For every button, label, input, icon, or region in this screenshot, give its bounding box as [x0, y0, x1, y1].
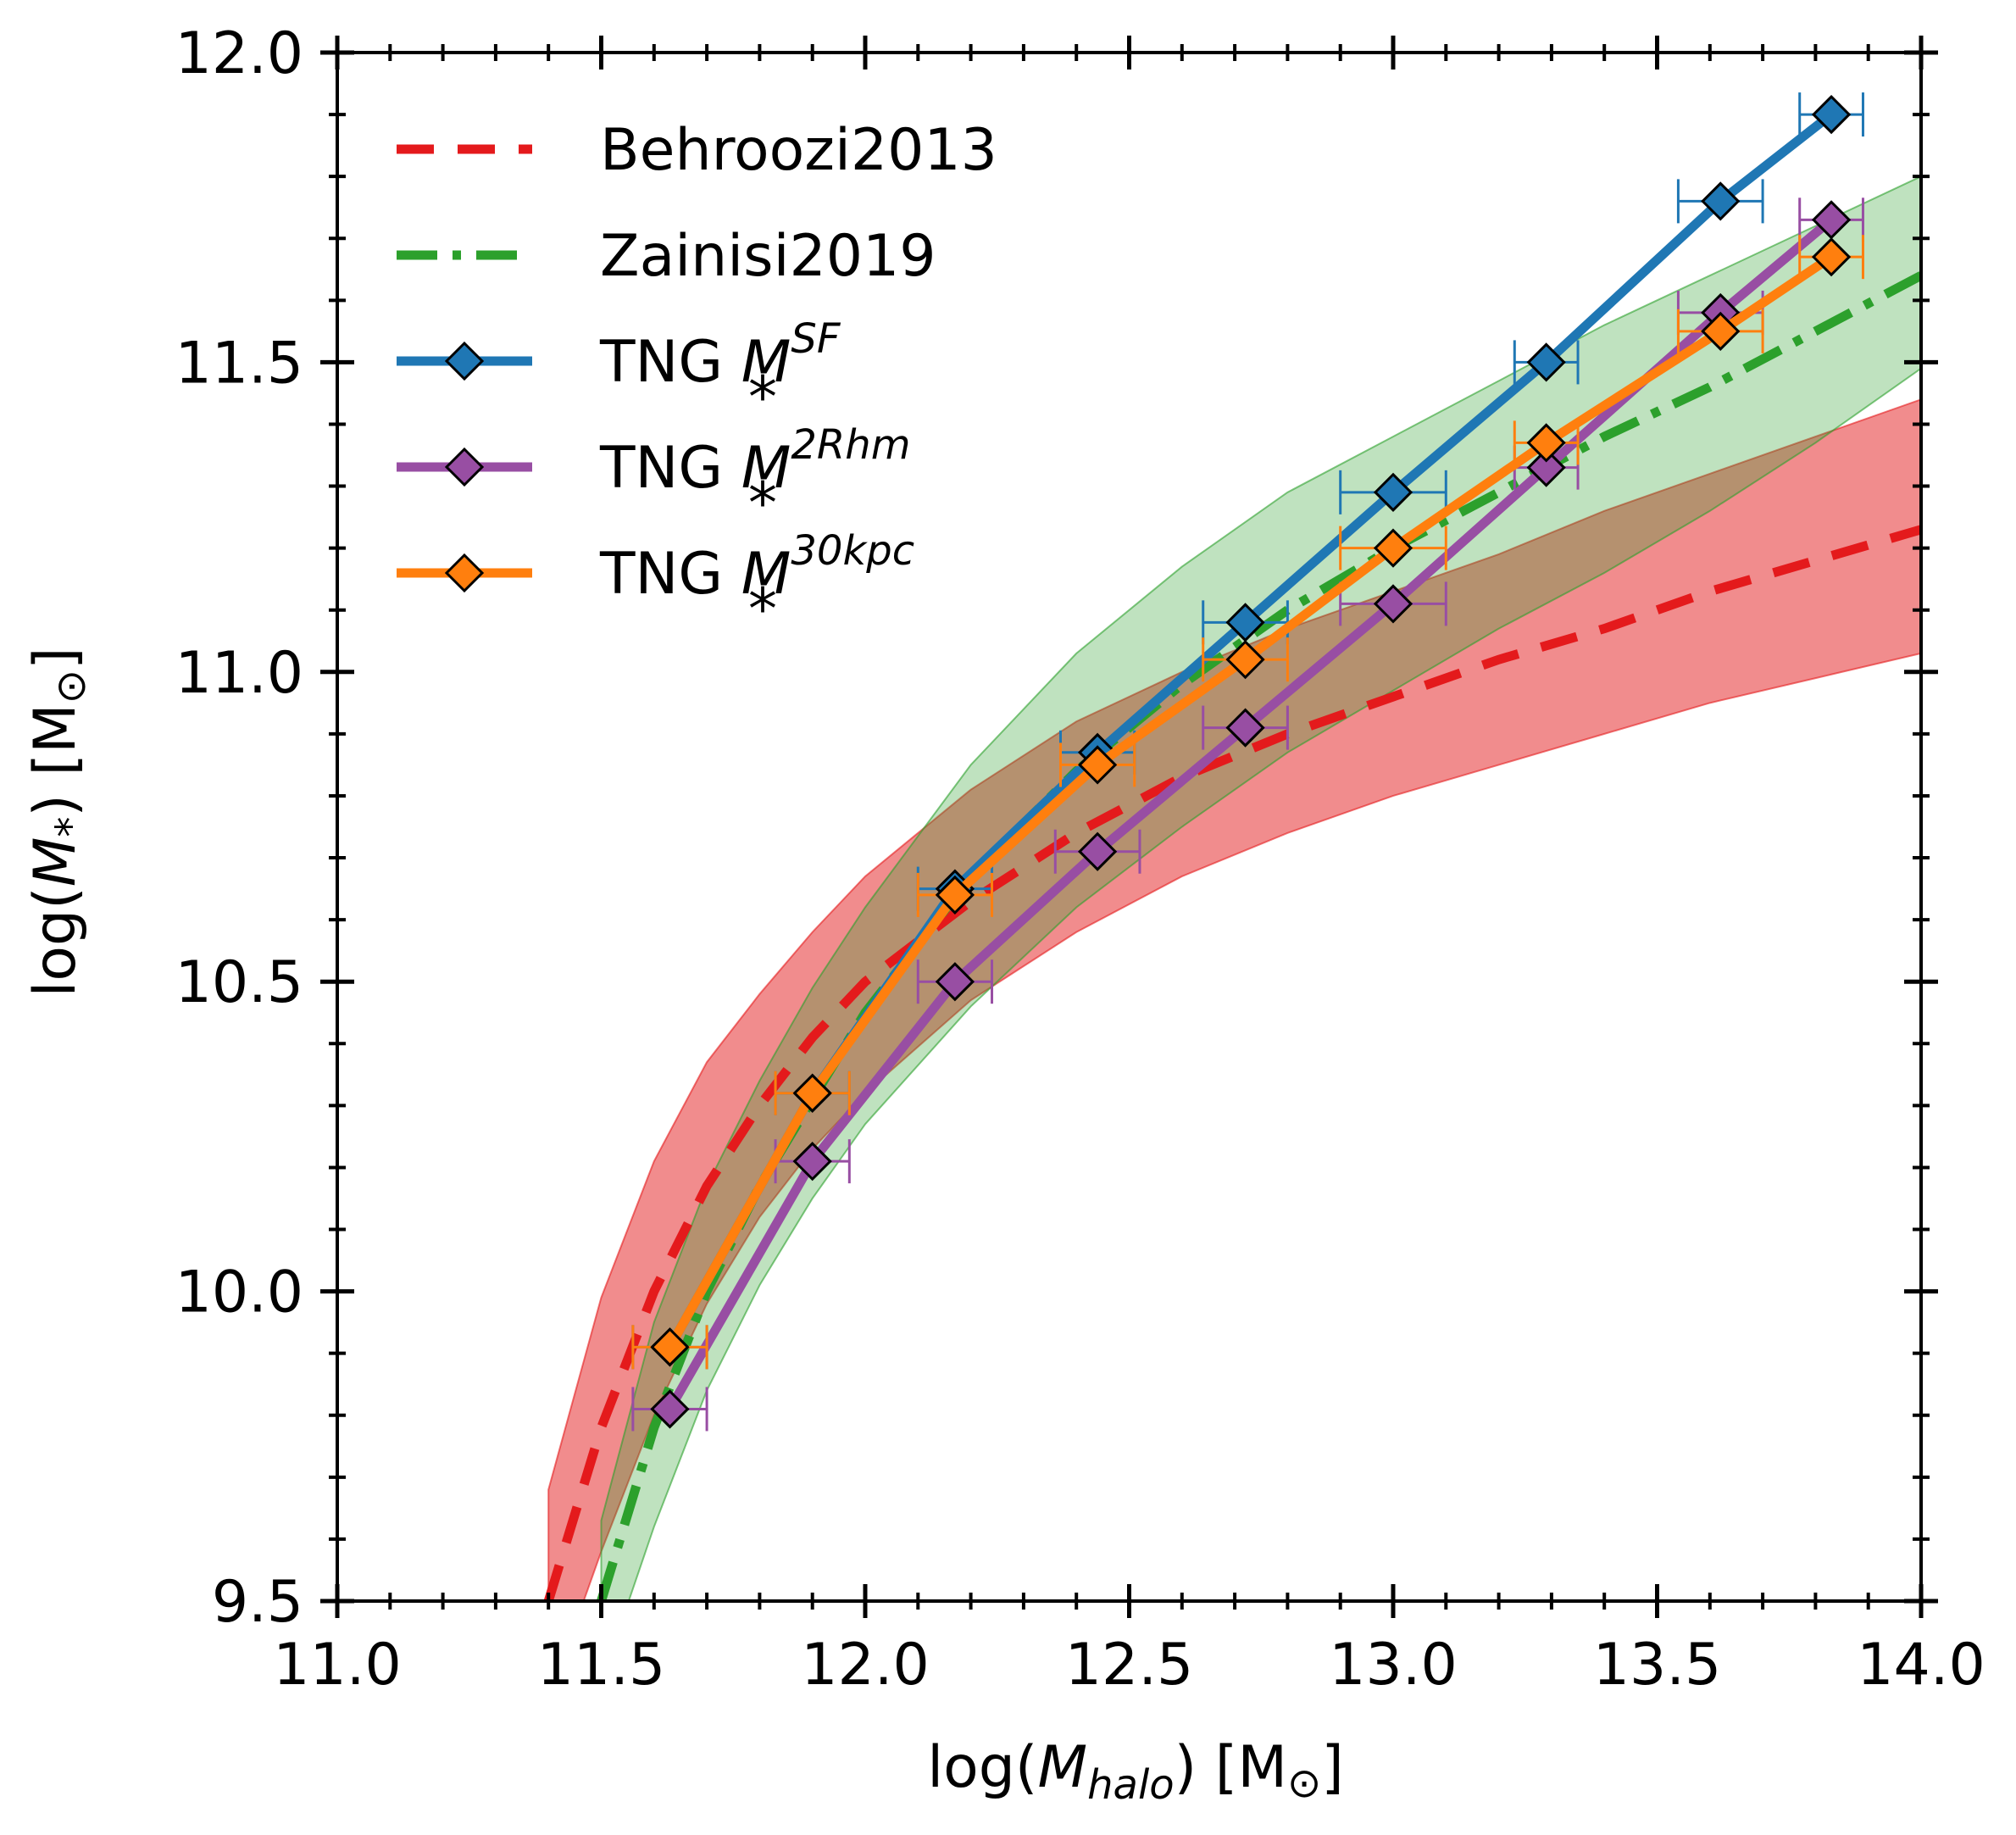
data-point: [1225, 708, 1265, 748]
legend-label: TNG MSF: [599, 315, 841, 396]
x-tick-label: 11.5: [537, 1632, 665, 1699]
legend-item-tng-m-2rhm: TNG M2Rhm*: [397, 421, 910, 537]
data-point: [792, 1073, 832, 1113]
data-point: [1701, 311, 1741, 351]
x-tick-label: 12.0: [801, 1632, 929, 1699]
legend-subscript: *: [748, 364, 777, 431]
series-markers: [631, 92, 1864, 1432]
x-tick-label: 13.5: [1593, 1632, 1721, 1699]
y-tick-label: 12.0: [175, 20, 303, 87]
data-point: [1225, 640, 1265, 680]
x-tick-label: 11.0: [273, 1632, 401, 1699]
x-axis-label: log(Mhalo) [M⊙]: [927, 1734, 1344, 1809]
data-point: [650, 1327, 690, 1367]
legend-label: TNG M30kpc: [599, 527, 914, 608]
legend-item-behroozi2013: Behroozi2013: [397, 117, 997, 184]
axis-ticks: [320, 36, 1938, 1618]
legend-marker: [444, 553, 485, 593]
behroozi2013-band: [547, 398, 1921, 1601]
y-tick-label: 11.5: [175, 330, 303, 397]
y-tick-label: 9.5: [212, 1569, 303, 1636]
data-point: [1811, 237, 1852, 277]
data-point: [792, 1142, 832, 1182]
data-point: [1373, 584, 1413, 624]
legend-marker: [444, 341, 485, 381]
data-point: [1526, 423, 1566, 463]
data-point: [1373, 528, 1413, 568]
legend-item-tng-m-30kpc: TNG M30kpc*: [397, 527, 914, 643]
legend-item-tng-m-sf: TNG MSF*: [397, 315, 841, 431]
tng-m-30kpc-series: [631, 235, 1864, 1370]
legend-subscript: *: [748, 576, 777, 643]
data-point: [1373, 472, 1413, 512]
x-tick-label: 12.5: [1065, 1632, 1193, 1699]
data-point: [1526, 448, 1566, 487]
y-tick-label: 10.5: [175, 949, 303, 1016]
zainisi2019-band: [600, 175, 1921, 1601]
confidence-bands: [547, 175, 1921, 1601]
axis-tick-labels: 11.0 11.5 12.0 12.5 13.0 13.5 14.0 9.5 10.0 10.5 1…: [175, 20, 1985, 1699]
legend-marker: [444, 447, 485, 487]
data-point: [650, 1389, 690, 1429]
legend-label: Zainisi2019: [600, 223, 936, 290]
legend-label: Behroozi2013: [600, 117, 997, 184]
data-point: [1077, 831, 1118, 871]
data-point: [1077, 745, 1118, 785]
legend-label: TNG M2Rhm: [599, 421, 910, 502]
x-tick-label: 13.0: [1329, 1632, 1457, 1699]
x-tick-label: 14.0: [1857, 1632, 1985, 1699]
data-point: [1701, 181, 1741, 221]
legend-item-zainisi2019: Zainisi2019: [397, 223, 936, 290]
data-point: [935, 875, 975, 915]
data-point: [1526, 342, 1566, 382]
y-axis-label: log(M*) [M⊙]: [22, 648, 95, 998]
data-point: [1811, 94, 1852, 135]
data-point: [935, 962, 975, 1002]
legend-subscript: *: [748, 470, 777, 537]
y-tick-label: 10.0: [175, 1259, 303, 1326]
y-tick-label: 11.0: [175, 640, 303, 707]
